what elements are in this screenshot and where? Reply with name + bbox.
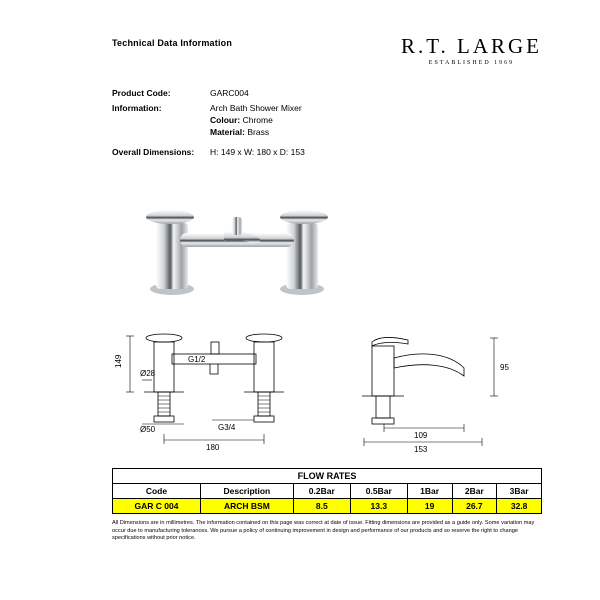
col-0_5bar: 0.5Bar	[350, 484, 407, 499]
value-product-code: GARC004	[210, 88, 542, 100]
table-header-row: Code Description 0.2Bar 0.5Bar 1Bar 2Bar…	[113, 484, 542, 499]
col-1bar: 1Bar	[407, 484, 452, 499]
dim-g12: G1/2	[188, 355, 206, 364]
label-material: Material:	[210, 127, 245, 137]
col-description: Description	[200, 484, 293, 499]
dim-width-180: 180	[206, 443, 220, 452]
cell-2bar: 26.7	[452, 499, 497, 514]
cell-code: GAR C 004	[113, 499, 201, 514]
cell-3bar: 32.8	[497, 499, 542, 514]
col-2bar: 2Bar	[452, 484, 497, 499]
value-material: Brass	[247, 127, 269, 137]
cell-0_5bar: 13.3	[350, 499, 407, 514]
col-0_2bar: 0.2Bar	[293, 484, 350, 499]
header: Technical Data Information R.T. LARGE ES…	[112, 34, 542, 66]
flow-rates-table: FLOW RATES Code Description 0.2Bar 0.5Ba…	[112, 468, 542, 514]
info-row-information: Information: Arch Bath Shower Mixer Colo…	[112, 103, 542, 139]
value-colour: Chrome	[243, 115, 273, 125]
product-photo	[124, 176, 542, 306]
value-dimensions: H: 149 x W: 180 x D: 153	[210, 147, 542, 159]
value-description: Arch Bath Shower Mixer	[210, 103, 302, 113]
dim-g34: G3/4	[218, 423, 236, 432]
technical-diagrams: 149 Ø28 G1/2 Ø50 G3/4 180	[116, 324, 542, 454]
footnote: All Dimensions are in millimetres. The i…	[112, 520, 542, 542]
brand-established: ESTABLISHED 1969	[401, 60, 542, 66]
label-information: Information:	[112, 103, 210, 139]
value-information: Arch Bath Shower Mixer Colour: Chrome Ma…	[210, 103, 542, 139]
table-row: GAR C 004 ARCH BSM 8.5 13.3 19 26.7 32.8	[113, 499, 542, 514]
cell-description: ARCH BSM	[200, 499, 293, 514]
info-row-dimensions: Overall Dimensions: H: 149 x W: 180 x D:…	[112, 147, 542, 159]
dim-d50: Ø50	[140, 425, 156, 434]
info-block: Product Code: GARC004 Information: Arch …	[112, 88, 542, 158]
dim-depth-153: 153	[414, 445, 428, 454]
brand-name: R.T. LARGE	[401, 34, 542, 59]
info-row-product-code: Product Code: GARC004	[112, 88, 542, 100]
dim-reach-109: 109	[414, 431, 428, 440]
flow-rates-title: FLOW RATES	[112, 468, 542, 483]
diagram-front: 149 Ø28 G1/2 Ø50 G3/4 180	[116, 324, 326, 454]
cell-0_2bar: 8.5	[293, 499, 350, 514]
label-dimensions: Overall Dimensions:	[112, 147, 210, 159]
dim-d28: Ø28	[140, 369, 156, 378]
label-colour: Colour:	[210, 115, 240, 125]
diagram-side: 95 109 153	[354, 324, 524, 454]
technical-heading: Technical Data Information	[112, 34, 232, 48]
dim-height-149: 149	[114, 355, 123, 369]
col-code: Code	[113, 484, 201, 499]
label-product-code: Product Code:	[112, 88, 210, 100]
dim-height-95: 95	[500, 363, 509, 372]
col-3bar: 3Bar	[497, 484, 542, 499]
brand-block: R.T. LARGE ESTABLISHED 1969	[401, 34, 542, 66]
cell-1bar: 19	[407, 499, 452, 514]
